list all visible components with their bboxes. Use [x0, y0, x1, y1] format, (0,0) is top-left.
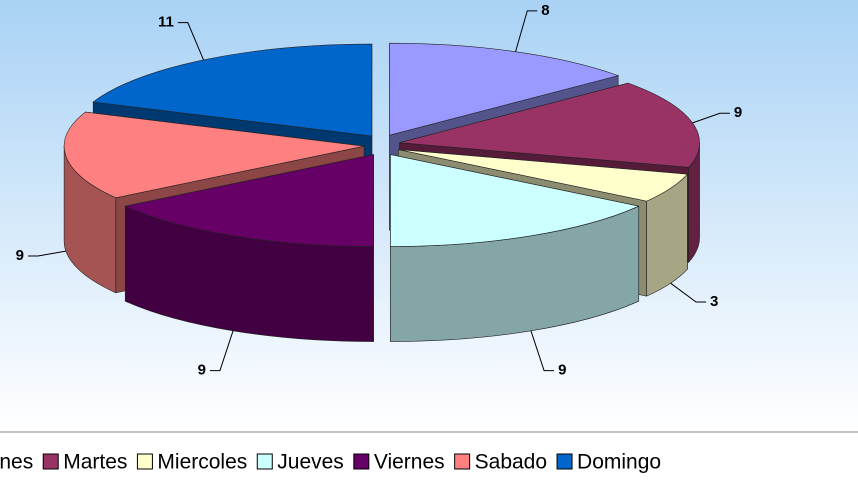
legend-label: Jueves — [277, 451, 344, 474]
data-label: 8 — [541, 2, 549, 19]
leader-line — [28, 250, 66, 257]
slice — [63, 111, 365, 199]
slice — [124, 154, 374, 247]
slice — [389, 42, 620, 136]
legend-label: Martes — [63, 451, 127, 474]
data-label: 9 — [558, 362, 566, 379]
data-label: 3 — [710, 293, 718, 310]
slice — [399, 82, 700, 168]
legend-swatch — [556, 453, 573, 470]
leader-line — [670, 282, 707, 303]
slice — [398, 149, 689, 202]
legend-label: Domingo — [577, 451, 661, 474]
data-label: 9 — [16, 247, 24, 264]
leader-line — [209, 330, 234, 372]
legend-label: Miercoles — [157, 451, 247, 474]
legend-label: Lunes — [0, 451, 33, 474]
slice — [390, 154, 640, 247]
legend-label: Viernes — [374, 451, 445, 474]
leader-line — [515, 10, 538, 52]
data-label: 11 — [158, 14, 174, 31]
legend-swatch — [454, 453, 471, 470]
leader-line — [692, 112, 730, 124]
legend-swatch — [256, 453, 273, 470]
legend-swatch — [42, 453, 59, 470]
leader-line — [530, 330, 555, 372]
legend-swatch — [353, 453, 370, 470]
data-label: 9 — [198, 362, 206, 379]
data-label: 9 — [734, 104, 742, 121]
slice — [92, 43, 373, 137]
legend-label: Sabado — [475, 451, 547, 474]
leader-line — [177, 22, 205, 61]
legend-swatch — [136, 453, 153, 470]
